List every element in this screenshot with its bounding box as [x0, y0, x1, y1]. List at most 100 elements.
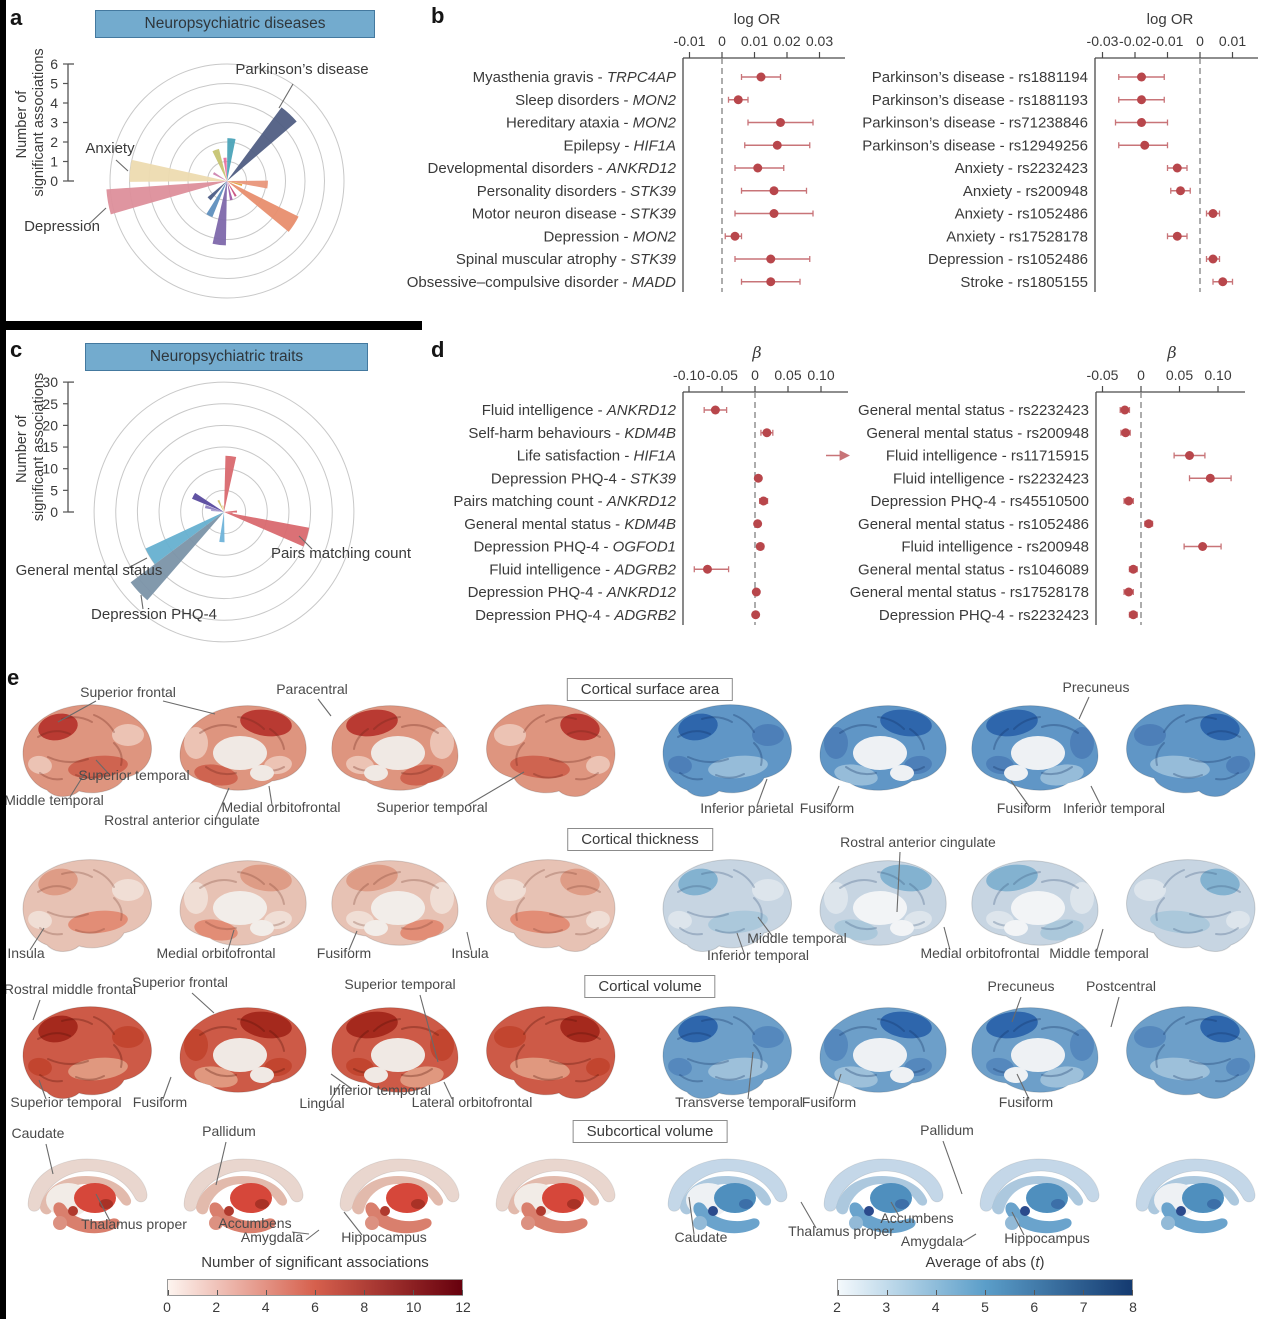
brain-region-patch — [1070, 1029, 1094, 1061]
brain-sulcus — [909, 728, 925, 750]
brain-sulcus — [199, 724, 237, 734]
brain-sulcus — [401, 1068, 433, 1078]
section-title-cortical-volume: Cortical volume — [584, 975, 716, 998]
forest-axis-title: β — [1166, 343, 1176, 362]
forest-point — [772, 140, 782, 150]
brain-sulcus — [679, 927, 703, 936]
label-leader-line — [466, 931, 472, 951]
pallidum-blob — [1051, 1199, 1065, 1209]
inner-arc — [836, 1176, 928, 1215]
colorbar-tick-mark — [462, 1290, 463, 1295]
brain-region-patch — [240, 709, 292, 737]
forest-point — [1198, 542, 1208, 551]
hippocampus-blob — [849, 1202, 916, 1234]
rose-wedge — [227, 107, 297, 181]
label-leader-line — [162, 1076, 172, 1100]
colorbar-tick-label: 0 — [163, 1299, 171, 1315]
brain-sulcus — [113, 742, 123, 766]
brain-sulcus — [575, 927, 599, 936]
radial-tick-label: 20 — [42, 417, 58, 433]
brain-sulcus — [845, 1068, 877, 1078]
forest-tick-label: 0.02 — [773, 33, 800, 49]
brain-sulcus — [1185, 716, 1217, 723]
brain-sulcus — [679, 772, 703, 781]
forest-point — [753, 519, 763, 529]
colorbar-tick-label: 4 — [261, 1299, 270, 1315]
rose-wedge — [211, 509, 224, 512]
brain-sulcus — [37, 730, 71, 738]
brain-illustration-subcortical — [823, 1158, 944, 1234]
rose-callout-label: Depression PHQ-4 — [91, 606, 217, 623]
brain-sulcus — [549, 911, 591, 918]
forest-row-label: Developmental disorders - ANKRD12 — [428, 160, 677, 177]
panel-c-title: Neuropsychiatric traits — [149, 348, 304, 365]
rose-wedge — [222, 505, 224, 512]
brain-region-patch — [1200, 1015, 1240, 1043]
label-leader-line — [756, 778, 768, 807]
label-leader-line — [215, 787, 230, 819]
colorbar-blue: Average of abs (t) 2 3 4 5 6 7 8 — [833, 1254, 1137, 1317]
forest-point — [755, 542, 765, 551]
forest-row-label: Fluid intelligence - ANKRD12 — [482, 402, 677, 419]
brainstem-blob — [250, 920, 274, 936]
forest-tick-label: 0 — [751, 367, 759, 383]
brain-silhouette — [22, 1006, 152, 1099]
forest-tick-label: -0.05 — [1087, 367, 1119, 383]
brain-sulcus — [1173, 1075, 1203, 1081]
brain-sulcus — [1189, 911, 1231, 918]
brain-sulcus — [1185, 871, 1217, 878]
brain-region-patch — [752, 1026, 784, 1048]
forest-tick-label: 0 — [718, 33, 726, 49]
label-leader-line — [1011, 1211, 1025, 1236]
forest-row-label: Depression - MON2 — [543, 228, 676, 245]
brain-sulcus — [75, 928, 105, 934]
accumbens-blob — [68, 1206, 78, 1216]
brain-region-label: Lateral orbitofrontal — [412, 1094, 533, 1110]
brain-sulcus — [1155, 1044, 1165, 1068]
forest-point — [1124, 496, 1134, 506]
accumbens-blob — [864, 1206, 874, 1216]
pallidum-blob — [739, 1199, 753, 1209]
brainstem-blob — [364, 765, 388, 781]
brain-region-label: Rostral middle frontal — [4, 981, 136, 997]
forest-row-label: Motor neuron disease - STK39 — [472, 206, 677, 223]
brain-sulcus — [1215, 927, 1239, 936]
rose-wedge — [212, 181, 227, 246]
label-leader-line — [800, 1201, 817, 1229]
colorbar-blue-ticks: 2 3 4 5 6 7 8 — [833, 1299, 1137, 1317]
brain-region-label: Hippocampus — [1004, 1230, 1090, 1246]
rose-wedge — [129, 159, 227, 182]
brain-sulcus — [993, 1030, 1009, 1052]
brain-illustration — [1126, 859, 1256, 952]
label-leader-line — [962, 1233, 977, 1243]
brain-sulcus — [677, 730, 711, 738]
hippocampus-blob — [521, 1202, 588, 1234]
brain-region-label: Rostral anterior cingulate — [104, 812, 260, 828]
rose-wedge — [204, 505, 224, 512]
forest-row-label: Parkinson’s disease - rs71238846 — [862, 115, 1088, 132]
rose-wedge — [227, 181, 243, 186]
brain-sulcus — [715, 928, 745, 934]
rose-grid-circle — [158, 446, 290, 578]
colorbar-tick-mark — [1132, 1290, 1133, 1295]
brain-sulcus — [567, 730, 601, 738]
brain-sulcus — [839, 1026, 877, 1036]
brain-region-patch — [880, 709, 932, 737]
brain-region-patch — [668, 1057, 692, 1077]
corpus-callosum — [213, 736, 267, 770]
brain-sulcus — [575, 772, 599, 781]
brain-sulcus — [1185, 1018, 1217, 1025]
brain-sulcus — [47, 756, 89, 763]
label-leader-line — [1011, 996, 1022, 1023]
forest-row-label: General mental status - KDM4B — [464, 516, 676, 533]
panel-label-c: c — [10, 337, 23, 362]
brain-region-label: Insula — [451, 945, 489, 961]
brain-region-label: Accumbens — [218, 1215, 291, 1231]
rose-callout-label: Parkinson’s disease — [235, 61, 368, 78]
forest-row-label: Sleep disorders - MON2 — [515, 92, 677, 109]
rose-callout-label: Anxiety — [85, 140, 135, 157]
brain-region-patch — [708, 1057, 768, 1081]
pallidum-blob — [411, 1199, 425, 1209]
brain-region-patch — [1150, 910, 1210, 934]
